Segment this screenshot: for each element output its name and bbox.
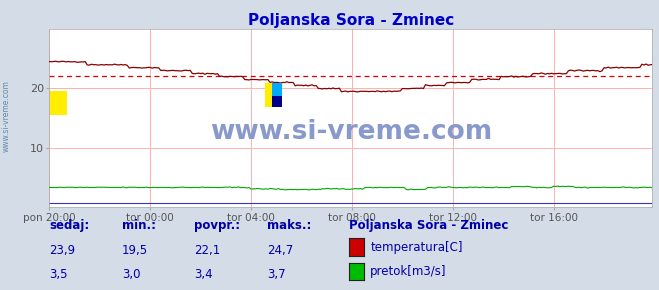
Text: 24,7: 24,7: [267, 244, 293, 257]
Text: www.si-vreme.com: www.si-vreme.com: [2, 80, 11, 152]
Text: 3,4: 3,4: [194, 268, 213, 281]
Text: sedaj:: sedaj:: [49, 219, 90, 232]
Text: www.si-vreme.com: www.si-vreme.com: [210, 119, 492, 146]
Text: maks.:: maks.:: [267, 219, 311, 232]
Text: 3,7: 3,7: [267, 268, 285, 281]
Text: pretok[m3/s]: pretok[m3/s]: [370, 265, 447, 278]
Text: 3,5: 3,5: [49, 268, 68, 281]
Text: 19,5: 19,5: [122, 244, 148, 257]
Text: temperatura[C]: temperatura[C]: [370, 241, 463, 253]
Text: 23,9: 23,9: [49, 244, 76, 257]
Text: Poljanska Sora - Zminec: Poljanska Sora - Zminec: [349, 219, 509, 232]
Bar: [50, 91, 67, 115]
Text: min.:: min.:: [122, 219, 156, 232]
Text: 22,1: 22,1: [194, 244, 221, 257]
Title: Poljanska Sora - Zminec: Poljanska Sora - Zminec: [248, 13, 454, 28]
Text: povpr.:: povpr.:: [194, 219, 241, 232]
Text: 3,0: 3,0: [122, 268, 140, 281]
